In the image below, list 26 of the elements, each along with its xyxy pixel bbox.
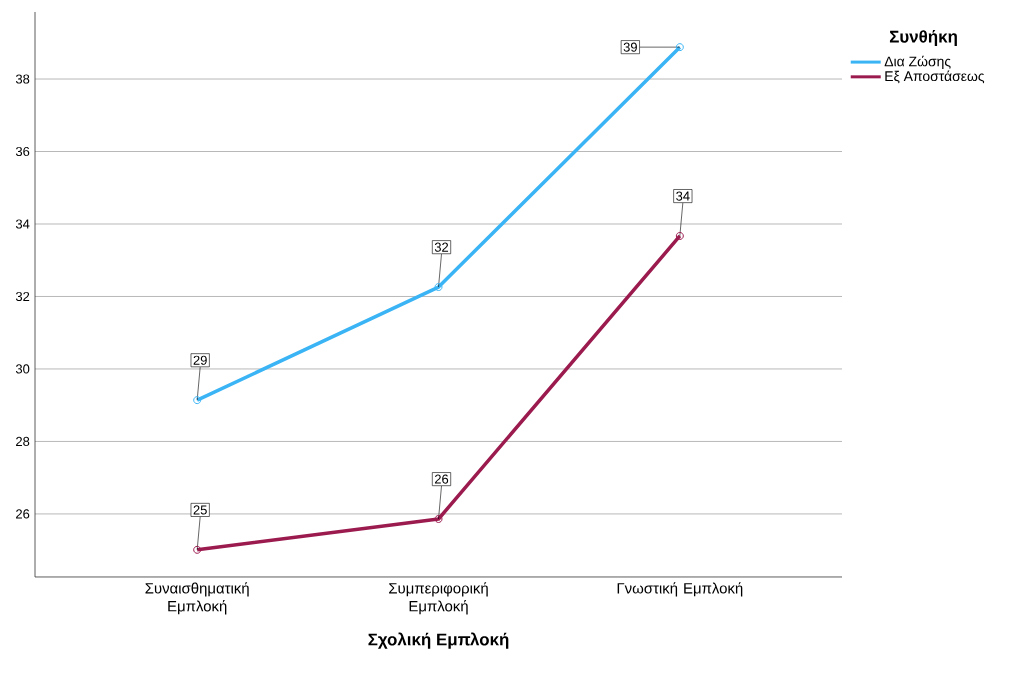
data-label: 39	[623, 42, 637, 52]
y-tick-label: 26	[16, 509, 30, 519]
x-tick-label: Γνωστική Εμπλοκή	[617, 582, 743, 597]
legend-label: Εξ Αποστάσεως	[885, 70, 985, 84]
x-tick-label: Συμπεριφορική Εμπλοκή	[389, 582, 488, 615]
data-label: 34	[676, 191, 690, 201]
point	[193, 396, 202, 405]
y-tick-label: 28	[16, 436, 30, 447]
y-tick-label: 30	[15, 364, 30, 374]
point	[434, 283, 443, 292]
data-label: 32	[434, 242, 449, 252]
x-tick-label: Συναισθηματική Εμπλοκή	[145, 582, 249, 615]
data-label: 29	[193, 355, 207, 365]
y-tick-label: 34	[15, 219, 30, 229]
point	[675, 43, 684, 52]
legend-label: Δια Ζώσης	[884, 55, 951, 70]
legend-title: Συνθήκη	[889, 30, 957, 46]
y-tick-label: 38	[15, 74, 30, 84]
data-label: 25	[193, 505, 207, 515]
y-tick-label: 32	[15, 291, 30, 302]
point	[675, 231, 684, 240]
point	[434, 515, 443, 523]
point	[193, 545, 202, 554]
y-tick-label: 36	[15, 146, 30, 157]
x-axis-title: Σχολική Εμπλοκή	[368, 632, 509, 649]
data-label: 26	[434, 474, 449, 484]
